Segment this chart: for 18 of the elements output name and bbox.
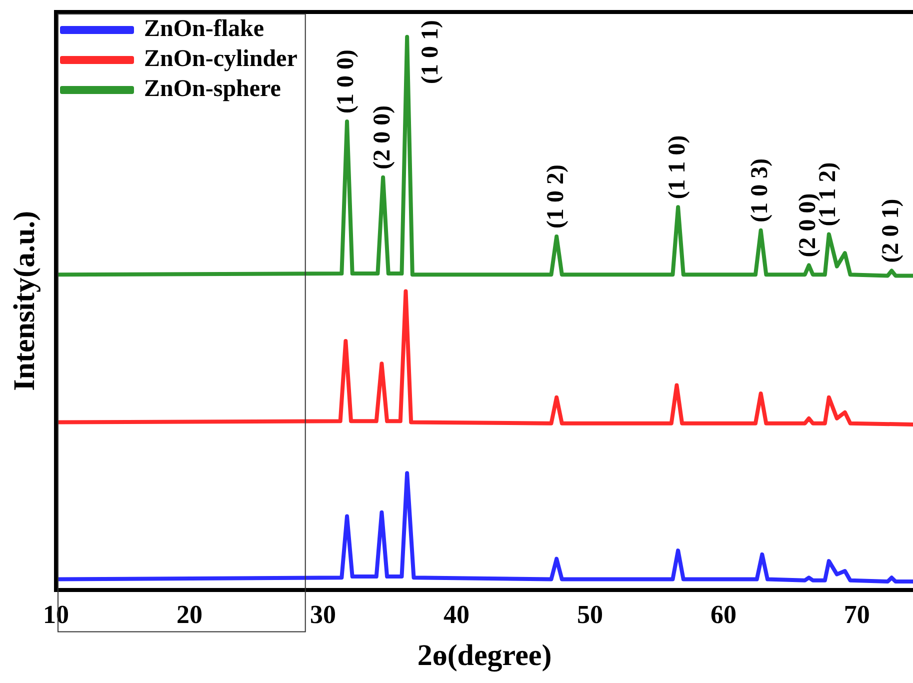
annotation: (1 0 2): [542, 164, 569, 228]
annotation: (2 0 1): [878, 198, 904, 263]
x-tick-label: 50: [576, 600, 603, 630]
x-axis-title: 2ɵ(degree): [417, 638, 552, 672]
annotation: (2 0 0): [369, 105, 396, 170]
x-tick-label: 20: [176, 600, 202, 630]
y-axis-title: Intensity(a.u.): [8, 210, 41, 391]
annotation: (1 0 3): [747, 158, 774, 222]
legend-label: ZnOn-sphere: [144, 76, 282, 102]
x-tick-label: 70: [844, 600, 870, 630]
x-tick-label: 30: [310, 600, 336, 630]
legend-label: ZnOn-cylinder: [144, 46, 298, 72]
legend-label: ZnOn-flake: [144, 16, 264, 42]
x-tick-label: 40: [443, 600, 470, 630]
annotation: (1 0 1): [417, 20, 444, 84]
annotation: (1 1 0): [664, 135, 690, 200]
x-tick-label: 60: [710, 600, 736, 630]
annotation: (1 0 0): [333, 49, 360, 114]
